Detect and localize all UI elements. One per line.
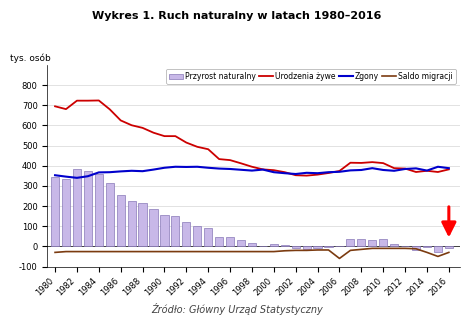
Bar	[106, 184, 114, 246]
Bar	[412, 246, 420, 250]
Bar	[281, 245, 289, 246]
Bar	[128, 201, 136, 246]
Bar	[226, 238, 234, 246]
Bar	[313, 246, 322, 248]
Bar	[237, 240, 245, 246]
Bar	[204, 228, 212, 246]
Legend: Przyrost naturalny, Urodzenia żywe, Zgony, Saldo migracji: Przyrost naturalny, Urodzenia żywe, Zgon…	[166, 69, 456, 84]
Text: Źródło: Główny Urząd Statystyczny: Źródło: Główny Urząd Statystyczny	[151, 303, 323, 315]
Bar	[182, 222, 191, 246]
Bar	[357, 239, 365, 246]
Bar	[171, 216, 180, 246]
Bar	[324, 246, 333, 247]
Text: Wykres 1. Ruch naturalny w latach 1980–2016: Wykres 1. Ruch naturalny w latach 1980–2…	[92, 11, 382, 21]
Bar	[434, 246, 442, 252]
Bar	[193, 227, 201, 246]
Bar	[368, 240, 376, 246]
Bar	[84, 171, 92, 246]
Bar	[379, 240, 387, 246]
Bar	[445, 246, 453, 248]
Bar	[346, 239, 355, 246]
Bar	[73, 169, 81, 246]
Bar	[138, 203, 146, 246]
Bar	[95, 175, 103, 246]
Text: tys. osób: tys. osób	[10, 54, 51, 63]
Bar	[390, 244, 398, 246]
Bar	[292, 246, 300, 248]
Bar	[270, 244, 278, 246]
Bar	[51, 177, 59, 246]
Bar	[215, 237, 223, 246]
Bar	[149, 210, 158, 246]
Bar	[248, 242, 256, 246]
Bar	[160, 215, 169, 246]
Bar	[302, 246, 311, 249]
Bar	[62, 179, 70, 246]
Bar	[117, 195, 125, 246]
